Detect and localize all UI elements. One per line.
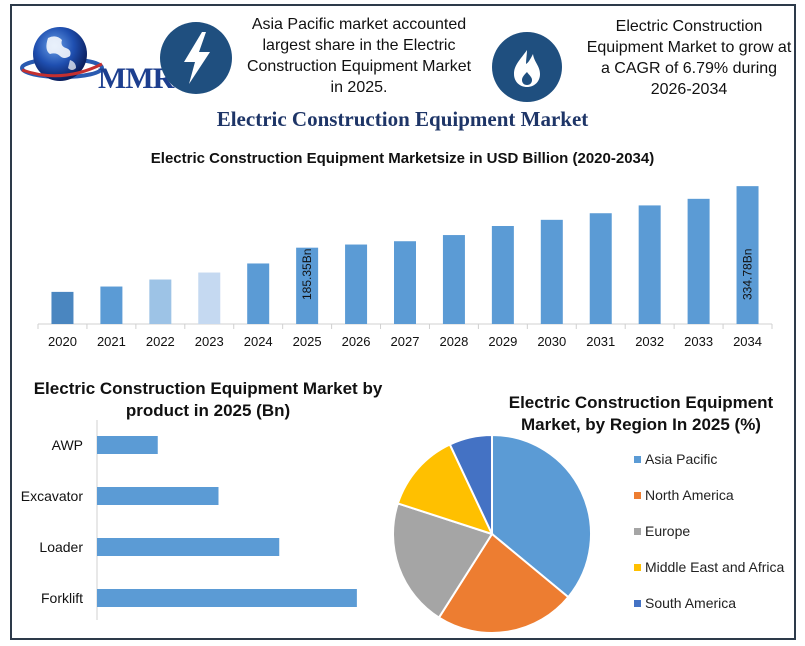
product-bar-forklift	[97, 589, 357, 607]
bar-2025	[296, 247, 319, 324]
flame-icon	[492, 32, 562, 102]
region-pie-chart	[392, 433, 592, 634]
region-chart-title: Electric Construction Equipment Market, …	[508, 393, 774, 434]
x-tick-label: 2029	[488, 334, 517, 349]
mmr-logo: MMR	[20, 20, 174, 95]
legend-label: South America	[645, 595, 737, 611]
product-bar-loader	[97, 538, 280, 556]
product-label: Forklift	[41, 590, 83, 606]
bar-chart-title: Electric Construction Equipment Marketsi…	[150, 150, 655, 167]
product-bar-awp	[97, 436, 158, 454]
info-asia-pacific-share: Asia Pacific market accounted largest sh…	[246, 16, 472, 96]
x-tick-label: 2033	[684, 334, 713, 349]
legend-label: Europe	[645, 523, 691, 539]
legend-swatch	[634, 492, 641, 499]
pie-slice-south-america	[448, 433, 493, 535]
product-chart-title: Electric Construction Equipment Market b…	[33, 379, 383, 420]
x-tick-label: 2031	[586, 334, 615, 349]
bar-2029	[491, 226, 514, 324]
x-tick-label: 2028	[439, 334, 468, 349]
pie-slice-asia-pacific	[491, 433, 592, 599]
main-title: Electric Construction Equipment Market	[216, 107, 589, 131]
legend-swatch	[634, 564, 641, 571]
lightning-bolt-icon	[160, 22, 232, 94]
x-tick-label: 2023	[195, 334, 224, 349]
pie-slice-europe	[392, 502, 494, 619]
bar-2023	[198, 272, 221, 324]
globe-icon	[20, 27, 104, 81]
legend-swatch	[634, 456, 641, 463]
bar-2024	[247, 263, 270, 324]
x-tick-label: 2024	[244, 334, 273, 349]
bar-2032	[638, 205, 661, 324]
product-label: Loader	[39, 539, 83, 555]
market-size-bar-chart: 2020 2021 2022 2023 2024 2025 185.35Bn 2026 2027…	[37, 186, 773, 349]
bar-2034	[736, 186, 759, 324]
pie-slice-north-america	[437, 532, 570, 634]
x-tick-label: 2027	[391, 334, 420, 349]
legend-label: Middle East and Africa	[645, 559, 785, 575]
x-tick-label: 2032	[635, 334, 664, 349]
product-label: Excavator	[21, 488, 84, 504]
x-tick-label: 2022	[146, 334, 175, 349]
x-tick-label: 2030	[537, 334, 566, 349]
x-tick-label: 2020	[48, 334, 77, 349]
legend-swatch	[634, 600, 641, 607]
legend-swatch	[634, 528, 641, 535]
bar-2021	[100, 286, 123, 324]
product-bar-excavator	[97, 487, 219, 505]
bar-2028	[442, 235, 465, 324]
x-tick-label: 2021	[97, 334, 126, 349]
bar-2022	[149, 279, 172, 324]
product-bar-chart: AWP Excavator Loader Forklift	[21, 420, 357, 620]
bar-data-label: 185.35Bn	[300, 249, 314, 300]
bar-2033	[687, 198, 710, 324]
bar-2030	[540, 219, 563, 324]
pie-slice-middle-east-and-africa	[396, 443, 494, 536]
x-tick-label: 2034	[733, 334, 762, 349]
bar-2020	[51, 291, 74, 324]
x-tick-label: 2026	[342, 334, 371, 349]
bar-data-label: 334.78Bn	[741, 249, 755, 300]
info-cagr: Electric Construction Equipment Market t…	[586, 18, 792, 98]
bar-2031	[589, 213, 612, 324]
bar-2027	[394, 241, 416, 324]
legend-label: North America	[645, 487, 734, 503]
product-label: AWP	[52, 437, 83, 453]
legend-label: Asia Pacific	[645, 451, 718, 467]
x-tick-label: 2025	[293, 334, 322, 349]
bar-2026	[345, 244, 368, 324]
